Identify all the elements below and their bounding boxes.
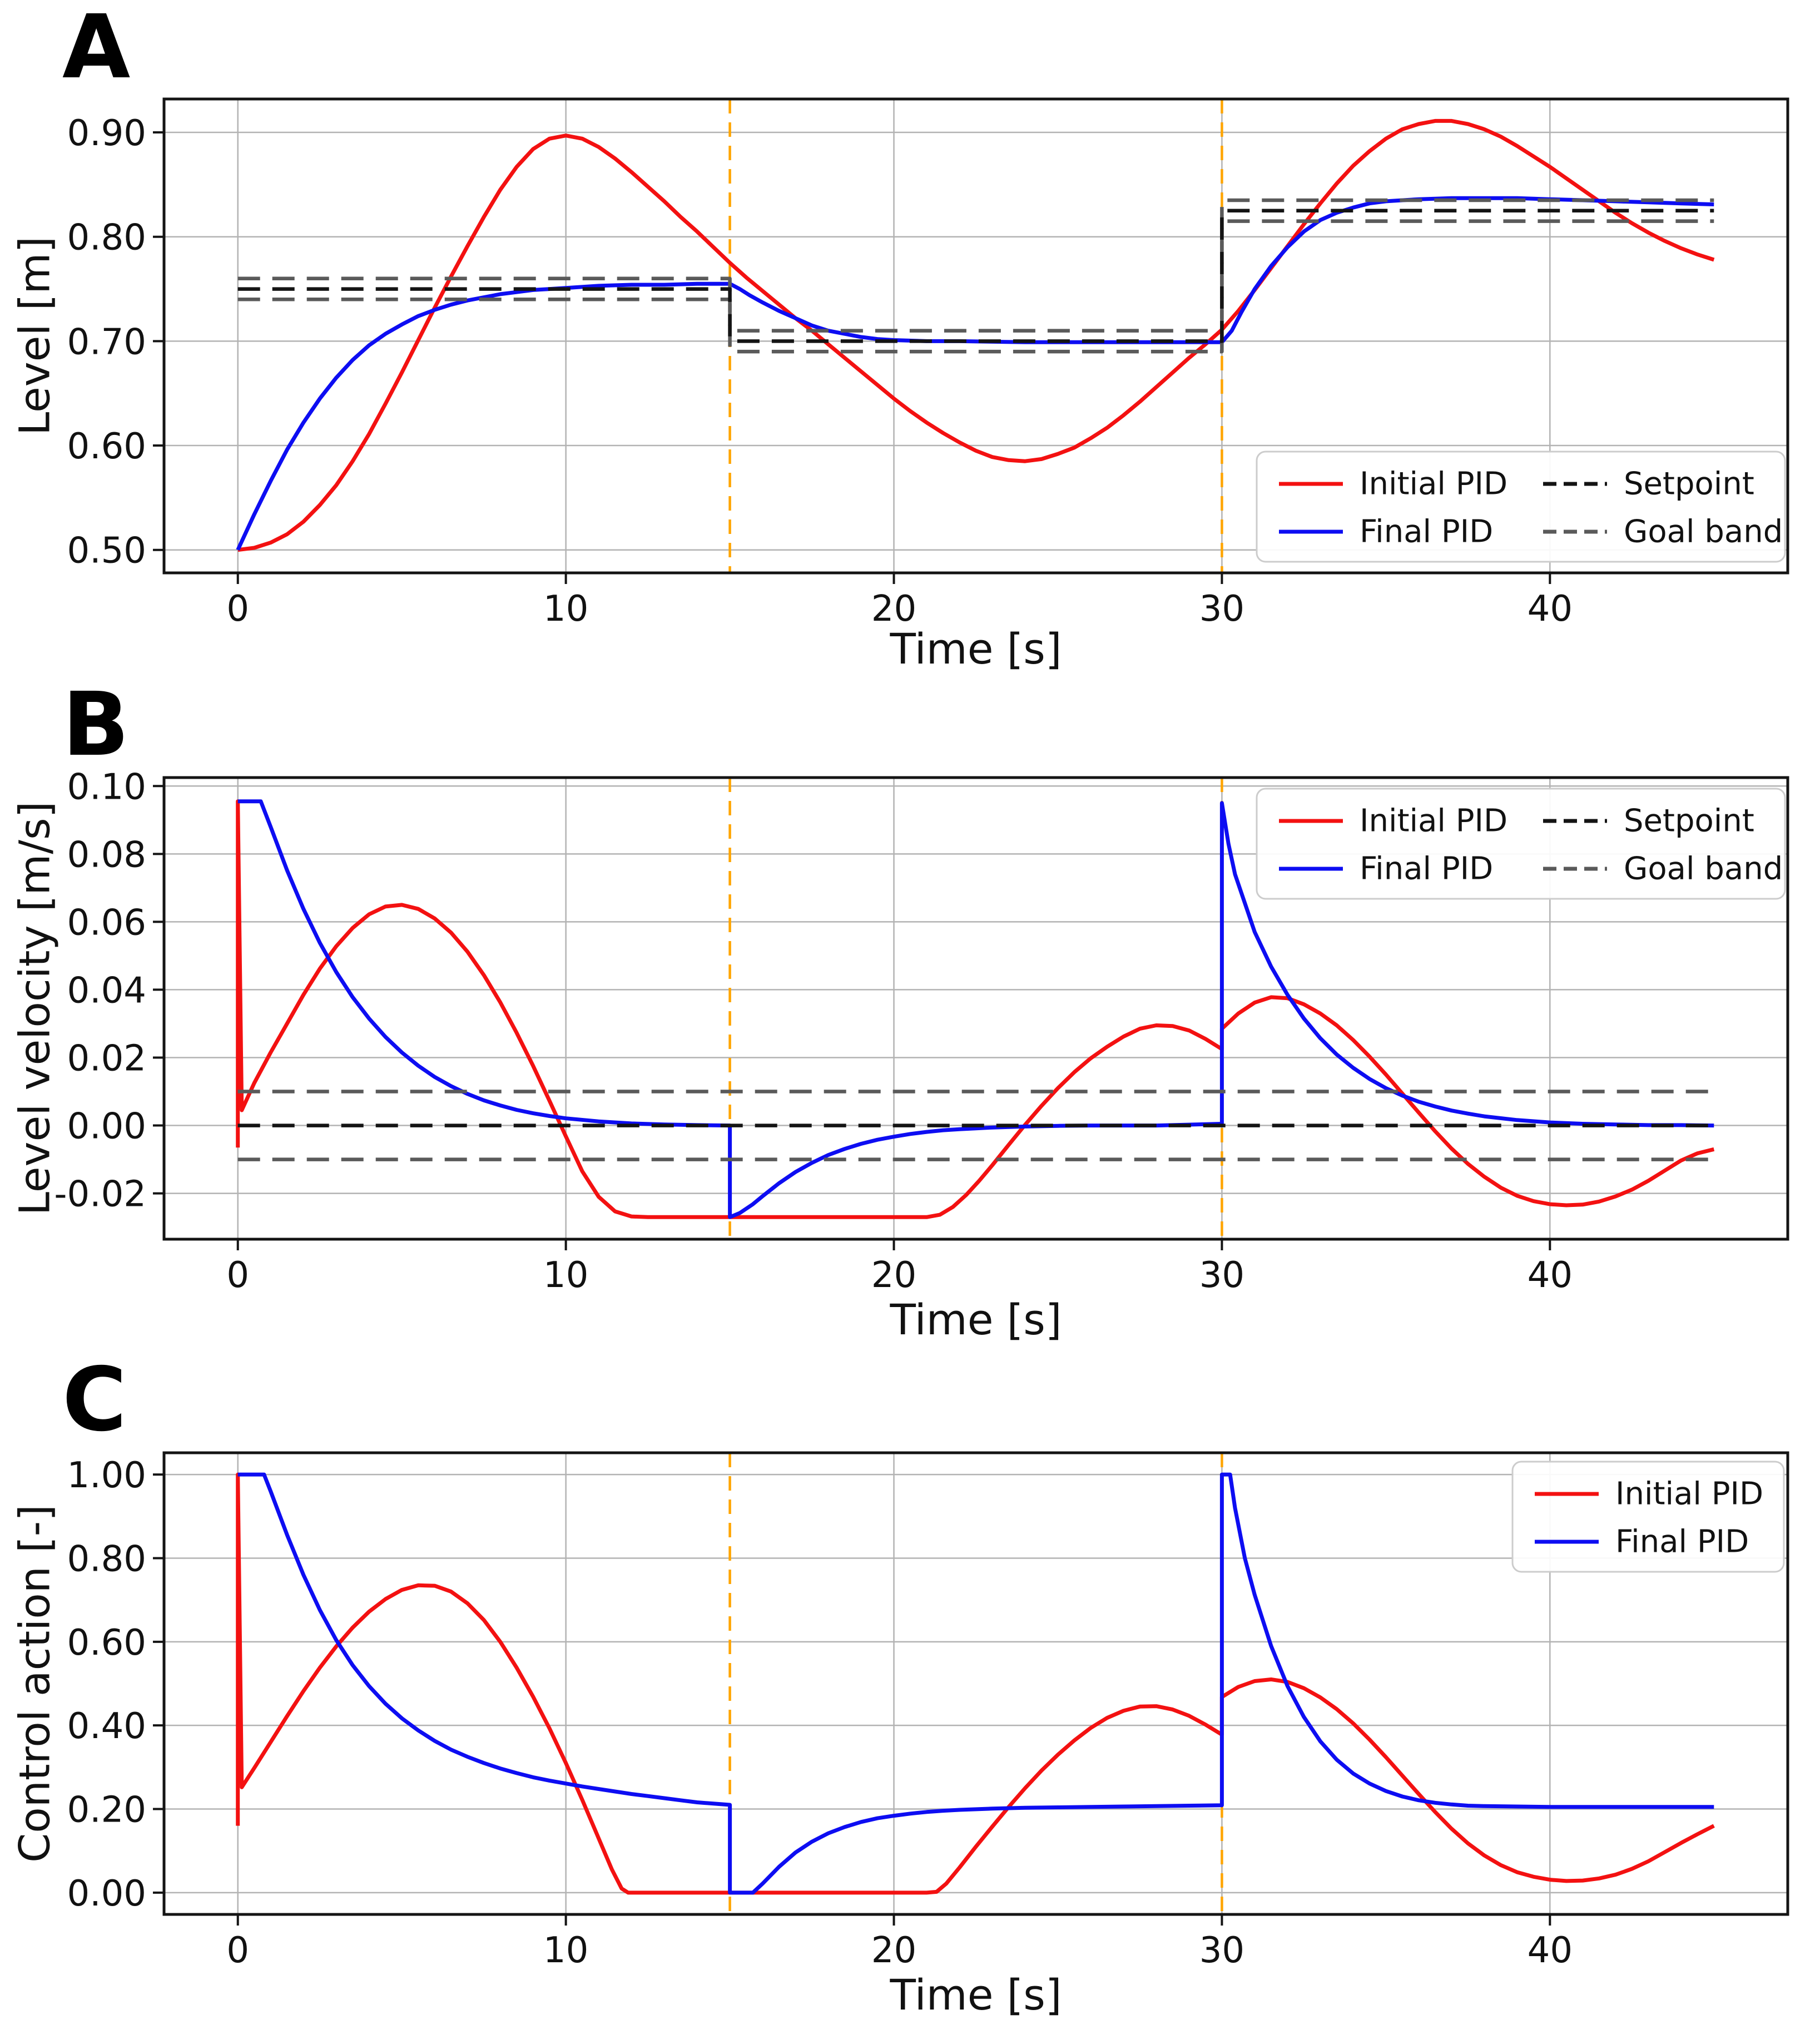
y-tick-label: 1.00 [67, 1455, 147, 1496]
x-tick-label: 20 [871, 1255, 916, 1296]
x-tick-label: 30 [1199, 1255, 1244, 1296]
legend-label: Goal band [1624, 851, 1783, 887]
x-tick-label: 20 [871, 588, 916, 630]
x-tick-label: 0 [226, 588, 249, 630]
y-tick-label: 0.60 [67, 426, 147, 467]
x-tick-label: 30 [1199, 588, 1244, 630]
y-tick-label: 0.20 [67, 1790, 147, 1831]
y-tick-label: -0.02 [54, 1174, 146, 1215]
y-tick-label: 0.40 [67, 1706, 147, 1747]
panel-c-plot: 0 10 20 30 40 0.00 0.20 0.40 0.60 0.80 1.00 Initial… [67, 1451, 1789, 1971]
x-tick-label: 0 [226, 1930, 249, 1971]
panel-a-letter: A [62, 0, 131, 98]
legend-label: Setpoint [1624, 466, 1754, 502]
y-tick-label: 0.06 [67, 902, 147, 943]
panel-a-x-axis-label: Time [s] [890, 624, 1062, 674]
x-tick-label: 0 [226, 1255, 249, 1296]
legend-label: Final PID [1615, 1524, 1749, 1560]
y-tick-label: 0.08 [67, 834, 147, 875]
y-tick-label: 0.60 [67, 1622, 147, 1664]
legend-label: Initial PID [1360, 466, 1507, 502]
axes-frame [162, 1451, 1789, 1916]
x-tick-label: 20 [871, 1930, 916, 1971]
goal-band-upper-line [237, 198, 1714, 333]
legend-label: Final PID [1360, 851, 1493, 887]
legend-label: Final PID [1360, 514, 1493, 550]
initial-pid-line [236, 1472, 1715, 1895]
panel-b-plot: 0 10 20 30 40 -0.02 0.00 0.02 0.04 0.06 0.08 0.10 In… [54, 766, 1789, 1296]
y-tick-label: 0.50 [67, 531, 147, 572]
panel-a-y-axis-label: Level [m] [9, 236, 59, 436]
x-tick-label: 40 [1528, 588, 1573, 630]
legend-label: Initial PID [1360, 803, 1507, 839]
legend-label: Goal band [1624, 514, 1783, 550]
final-pid-line [237, 1472, 1714, 1895]
axes-frame [162, 97, 1789, 575]
legend-box [1511, 1461, 1785, 1573]
x-tick-label: 40 [1528, 1255, 1573, 1296]
y-tick-label: 0.80 [67, 217, 147, 259]
goal-band-lower-line [237, 219, 1714, 354]
panel-b-x-axis-label: Time [s] [890, 1295, 1062, 1344]
y-tick-label: 0.00 [67, 1873, 147, 1914]
x-tick-label: 10 [543, 1930, 588, 1971]
legend-box [1256, 451, 1786, 563]
x-tick-label: 10 [543, 1255, 588, 1296]
final-pid-line [236, 196, 1714, 551]
x-tick-label: 30 [1199, 1930, 1244, 1971]
panel-a-plot: 0 10 20 30 40 0.50 0.60 0.70 0.80 0.90 Initial PID… [67, 97, 1789, 630]
initial-pid-line [237, 118, 1715, 552]
y-tick-label: 0.02 [67, 1038, 147, 1079]
y-tick-label: 0.04 [67, 970, 147, 1011]
legend-label: Initial PID [1615, 1476, 1763, 1512]
initial-pid-line [236, 799, 1715, 1219]
setpoint-line [237, 209, 1714, 343]
y-tick-label: 0.90 [67, 113, 147, 154]
legend-label: Setpoint [1624, 803, 1754, 839]
legend-box [1256, 788, 1786, 900]
y-tick-label: 0.10 [67, 766, 147, 808]
y-tick-label: 0.80 [67, 1538, 147, 1580]
panel-c-y-axis-label: Control action [-] [9, 1504, 59, 1863]
panel-c-letter: C [62, 1349, 127, 1451]
x-tick-label: 10 [543, 588, 588, 630]
panel-b-y-axis-label: Level velocity [m/s] [9, 801, 59, 1216]
y-tick-label: 0.00 [67, 1106, 147, 1147]
x-tick-label: 40 [1528, 1930, 1573, 1971]
panel-b-letter: B [62, 674, 130, 776]
y-tick-label: 0.70 [67, 321, 147, 363]
axes-frame [162, 776, 1789, 1241]
panel-c-x-axis-label: Time [s] [890, 1970, 1062, 2020]
final-pid-line [237, 799, 1714, 1219]
